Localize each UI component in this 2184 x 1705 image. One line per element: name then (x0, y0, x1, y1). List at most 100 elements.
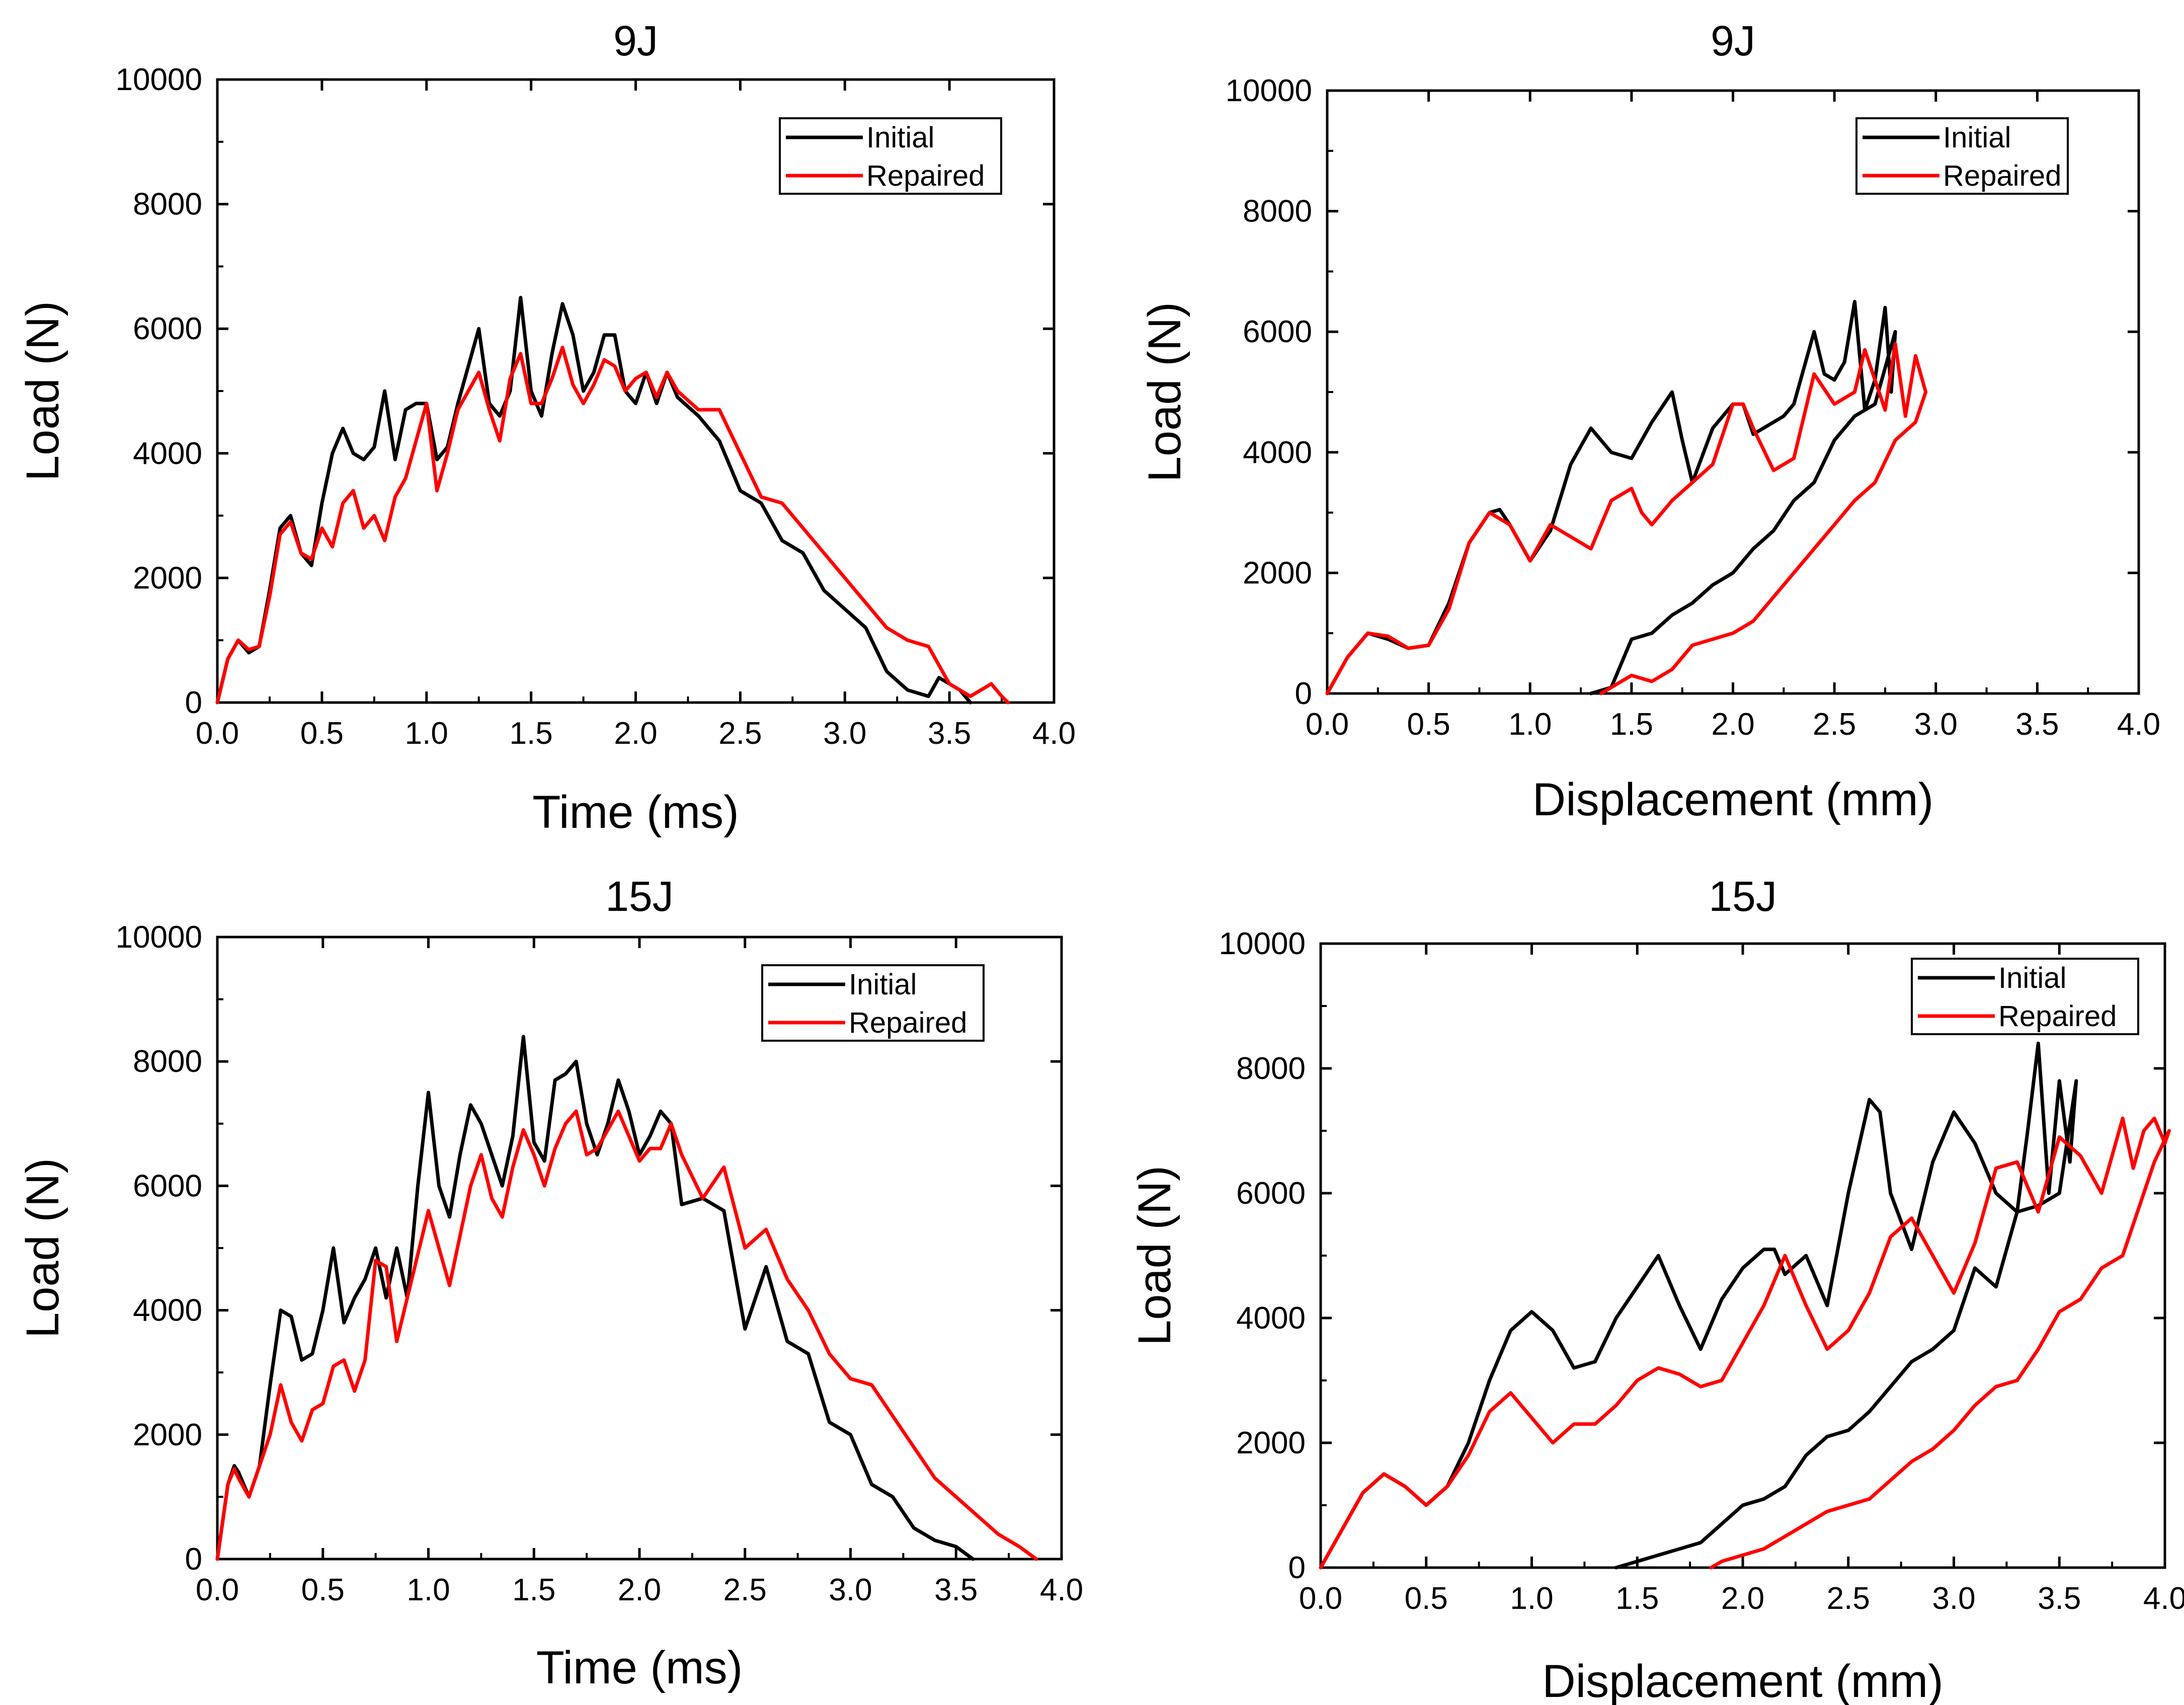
chart-3-x-tick-label: 1.5 (512, 1573, 555, 1607)
chart-4-x-tick-label: 2.0 (1721, 1581, 1764, 1616)
chart-3-x-tick-label: 3.0 (829, 1573, 872, 1607)
chart-3-x-tick-label: 4.0 (1040, 1573, 1083, 1607)
chart-2-x-axis-label: Displacement (mm) (1532, 774, 1933, 825)
chart-3-x-tick-label: 3.5 (934, 1573, 978, 1607)
chart-4-legend-label-initial: Initial (1998, 962, 2066, 994)
chart-2-x-tick-label: 1.5 (1610, 707, 1653, 742)
chart-4-x-tick-label: 0.0 (1299, 1581, 1342, 1616)
chart-4: 0.0 0.5 1.0 1.5 2.0 2.5 3.0 3.5 4.0 0 2000 4000 6000… (1129, 873, 2184, 1705)
chart-3-y-tick-label: 6000 (133, 1169, 202, 1203)
chart-3-y-tick-label: 4000 (133, 1293, 202, 1328)
chart-4-y-tick-label: 2000 (1236, 1426, 1306, 1460)
chart-1-y-tick-label: 0 (185, 685, 202, 720)
chart-2-x-tick-label: 2.5 (1813, 707, 1856, 742)
chart-1-x-axis-label: Time (ms) (532, 787, 739, 838)
chart-4-x-tick-label: 4.0 (2143, 1581, 2184, 1616)
chart-3-x-tick-label: 1.0 (407, 1573, 450, 1607)
chart-2-x-tick-label: 3.0 (1914, 707, 1958, 742)
chart-1-series-repaired (215, 345, 1010, 705)
chart-2-series-initial (1325, 299, 1897, 695)
chart-2: 0.0 0.5 1.0 1.5 2.0 2.5 3.0 3.5 4.0 0 2000 4000 6000… (1139, 17, 2160, 825)
chart-4-series-repaired (1319, 1116, 2171, 1570)
chart-3-y-tick-label: 10000 (116, 920, 202, 955)
chart-2-y-tick-label: 10000 (1226, 73, 1312, 108)
chart-4-x-tick-label: 1.5 (1615, 1581, 1659, 1616)
chart-1-legend: Initial Repaired (779, 117, 1002, 195)
chart-3-legend-box (761, 964, 985, 1042)
chart-3-y-tick-label: 2000 (133, 1418, 202, 1452)
chart-4-x-tick-label: 0.5 (1405, 1581, 1448, 1616)
chart-2-x-tick-label: 3.5 (2015, 707, 2059, 742)
chart-3-legend-label-initial: Initial (849, 968, 917, 1001)
chart-3-y-axis-label: Load (N) (17, 1158, 68, 1338)
chart-1-legend-label-initial: Initial (866, 121, 934, 154)
chart-3-y-tick-label: 8000 (133, 1044, 202, 1079)
chart-4-legend: Initial Repaired (1911, 958, 2139, 1035)
chart-4-plot-frame (1319, 942, 2166, 1569)
chart-2-title: 9J (1711, 17, 1755, 64)
chart-4-x-axis-label: Displacement (mm) (1542, 1656, 1943, 1705)
chart-3-x-axis-label: Time (ms) (536, 1642, 743, 1693)
chart-1-y-tick-label: 6000 (133, 312, 202, 346)
chart-1-y-tick-label: 2000 (133, 561, 202, 595)
chart-1-y-tick-label: 8000 (133, 187, 202, 222)
chart-2-legend-box (1855, 117, 2069, 195)
chart-3-x-tick-label: 2.5 (723, 1573, 767, 1607)
chart-1-x-tick-label: 3.0 (823, 716, 866, 751)
chart-1: 0.0 0.5 1.0 1.5 2.0 2.5 3.0 3.5 4.0 0 2000 4000 6000… (17, 17, 1076, 838)
chart-1-y-tick-label: 10000 (116, 62, 202, 97)
chart-2-legend: Initial Repaired (1855, 117, 2069, 195)
chart-4-title: 15J (1709, 873, 1776, 920)
chart-3-x-tick-label: 0.0 (196, 1573, 239, 1607)
chart-3: 0.0 0.5 1.0 1.5 2.0 2.5 3.0 3.5 4.0 0 2000 4000 6000… (17, 873, 1083, 1693)
chart-4-y-tick-label: 4000 (1236, 1301, 1306, 1336)
chart-4-legend-box (1911, 958, 2139, 1035)
chart-2-series-repaired (1325, 342, 1928, 695)
chart-1-y-axis-label: Load (N) (17, 301, 68, 481)
chart-2-y-tick-label: 8000 (1243, 194, 1312, 229)
chart-1-x-tick-label: 4.0 (1032, 716, 1076, 751)
chart-2-x-tick-label: 0.5 (1407, 707, 1450, 742)
chart-4-y-axis-label: Load (N) (1129, 1166, 1180, 1346)
chart-2-x-tick-label: 0.0 (1306, 707, 1349, 742)
chart-1-x-tick-label: 3.5 (928, 716, 971, 751)
chart-2-y-tick-label: 0 (1295, 676, 1312, 711)
chart-3-legend: Initial Repaired (761, 964, 985, 1042)
chart-2-x-tick-label: 2.0 (1711, 707, 1754, 742)
chart-3-series-initial (215, 1035, 975, 1561)
chart-2-x-tick-label: 4.0 (2117, 707, 2160, 742)
chart-1-y-tick-label: 4000 (133, 436, 202, 471)
chart-3-x-tick-label: 2.0 (618, 1573, 661, 1607)
chart-2-y-tick-label: 4000 (1243, 435, 1312, 470)
chart-2-y-axis-label: Load (N) (1139, 302, 1190, 482)
chart-3-y-tick-label: 0 (185, 1542, 202, 1577)
chart-2-y-tick-label: 2000 (1243, 556, 1312, 590)
chart-4-y-tick-label: 6000 (1236, 1176, 1306, 1211)
chart-1-x-tick-label: 2.5 (718, 716, 762, 751)
chart-1-x-tick-label: 0.5 (300, 716, 344, 751)
chart-2-legend-label-initial: Initial (1943, 121, 2011, 154)
chart-1-legend-label-repaired: Repaired (866, 160, 985, 192)
chart-1-x-tick-label: 2.0 (614, 716, 657, 751)
chart-1-x-tick-label: 1.0 (405, 716, 448, 751)
chart-4-x-tick-label: 2.5 (1827, 1581, 1870, 1616)
chart-4-x-tick-label: 3.0 (1932, 1581, 1975, 1616)
chart-4-y-tick-label: 10000 (1219, 926, 1306, 961)
chart-4-legend-label-repaired: Repaired (1998, 1000, 2117, 1033)
chart-3-legend-label-repaired: Repaired (849, 1006, 967, 1039)
chart-3-series-repaired (215, 1109, 1038, 1561)
chart-2-legend-label-repaired: Repaired (1943, 160, 2061, 192)
chart-4-y-tick-label: 8000 (1236, 1051, 1306, 1086)
chart-4-y-tick-label: 0 (1288, 1551, 1306, 1585)
chart-4-series-initial (1319, 1041, 2078, 1570)
chart-1-title: 9J (613, 17, 658, 64)
chart-3-x-tick-label: 0.5 (301, 1573, 345, 1607)
chart-1-legend-box (779, 117, 1002, 195)
chart-3-title: 15J (605, 873, 673, 920)
chart-2-y-tick-label: 6000 (1243, 315, 1312, 349)
chart-4-x-tick-label: 3.5 (2038, 1581, 2081, 1616)
chart-2-x-tick-label: 1.0 (1508, 707, 1552, 742)
chart-1-x-tick-label: 1.5 (510, 716, 553, 751)
chart-1-x-tick-label: 0.0 (196, 716, 239, 751)
